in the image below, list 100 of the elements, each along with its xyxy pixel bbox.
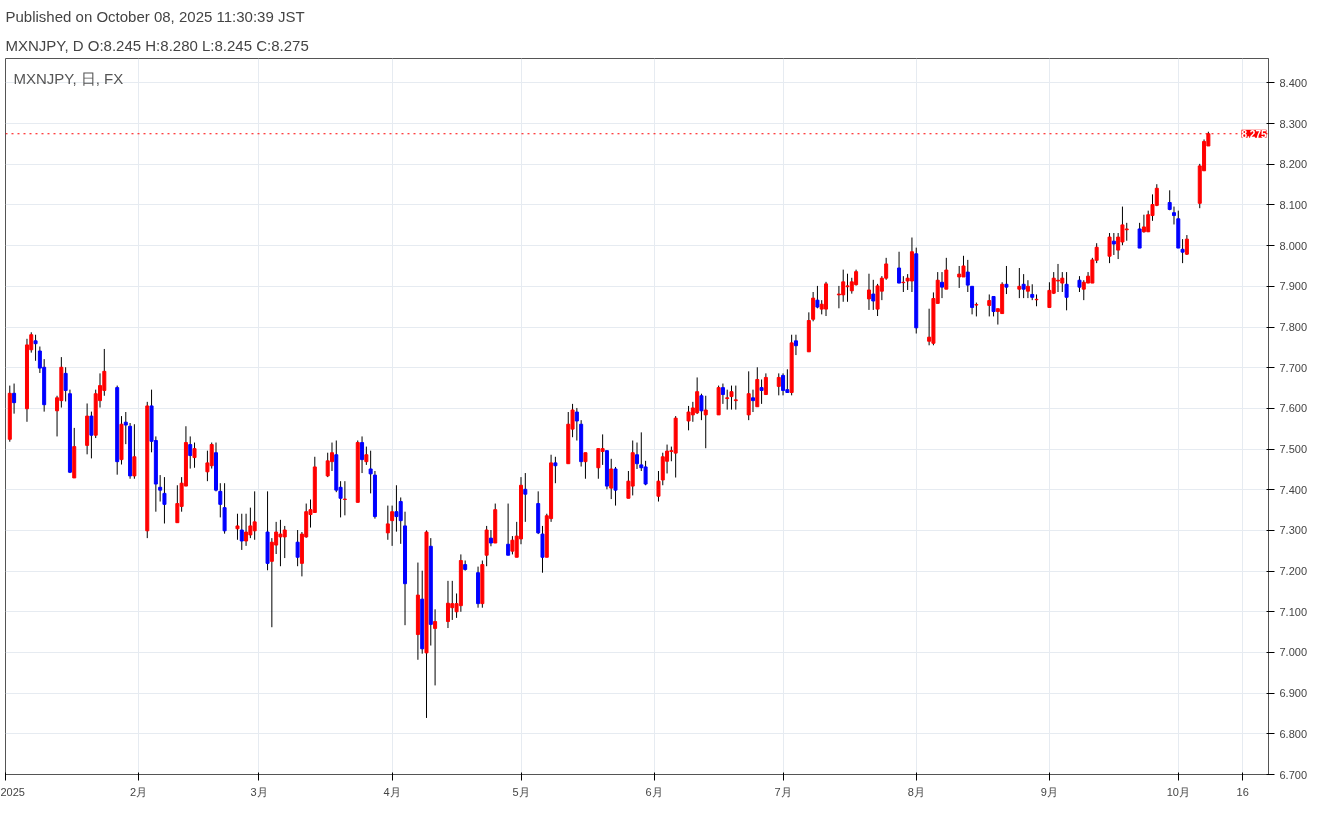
candlestick xyxy=(63,366,68,402)
x-tick-label: 7月 xyxy=(774,785,792,798)
y-tick-label: 6.900 xyxy=(1279,687,1308,700)
candlestick xyxy=(957,265,962,289)
y-tick-label: 8.100 xyxy=(1279,198,1308,211)
y-tick-label: 7.500 xyxy=(1279,443,1308,456)
y-tick-label: 6.700 xyxy=(1279,768,1308,781)
candlestick xyxy=(278,519,283,567)
candlestick xyxy=(1017,267,1022,299)
candlestick xyxy=(282,525,287,559)
candlestick xyxy=(759,378,764,405)
candlestick xyxy=(729,385,734,411)
y-tick-label: 8.000 xyxy=(1279,239,1308,252)
candlestick xyxy=(175,484,180,524)
candlestick xyxy=(1111,232,1116,256)
x-tick-label: 2025 xyxy=(0,785,25,798)
candlestick xyxy=(596,448,601,480)
y-tick-label: 8.200 xyxy=(1279,158,1308,171)
chart-subtitle: MXNJPY, D O:8.245 H:8.280 L:8.245 C:8.275 xyxy=(5,36,309,54)
candlestick xyxy=(750,389,755,413)
candlestick xyxy=(845,273,850,303)
y-tick-label: 8.300 xyxy=(1279,117,1308,130)
candlestick xyxy=(252,490,257,541)
x-tick-label: 8月 xyxy=(907,785,925,798)
candlestick xyxy=(360,435,365,474)
candlestick xyxy=(1141,214,1146,234)
candlestick xyxy=(686,405,691,431)
candlestick xyxy=(394,484,399,533)
candlestick xyxy=(12,383,17,415)
candlestick xyxy=(635,442,639,470)
candlestick xyxy=(703,395,708,449)
y-tick-label: 7.800 xyxy=(1279,321,1308,333)
candlestick xyxy=(793,334,798,356)
candlestick xyxy=(1184,234,1189,256)
candlestick xyxy=(836,285,841,309)
x-tick-label: 16 xyxy=(1236,785,1249,798)
candlestick xyxy=(583,452,588,480)
y-tick-label: 7.100 xyxy=(1279,605,1308,618)
candlestick xyxy=(222,482,227,535)
candlestick xyxy=(600,433,605,466)
y-tick-label: 7.600 xyxy=(1279,402,1308,415)
candlestick xyxy=(450,580,455,621)
candlestick xyxy=(1056,263,1060,293)
y-tick-label: 7.900 xyxy=(1279,280,1308,293)
x-tick-label: 2月 xyxy=(130,785,148,798)
candlestick xyxy=(695,376,700,415)
candlestick xyxy=(209,442,214,470)
candlestick xyxy=(940,271,945,299)
y-tick-label: 8.400 xyxy=(1279,76,1308,89)
candlestick xyxy=(523,472,528,523)
candlestick xyxy=(866,273,871,311)
candlestick xyxy=(162,476,167,524)
candlestick xyxy=(1004,265,1009,295)
candlestick xyxy=(897,251,902,284)
candlestick xyxy=(433,608,438,686)
x-tick-label: 9月 xyxy=(1040,785,1058,798)
candlestick xyxy=(609,458,614,500)
candlestick xyxy=(488,529,493,547)
x-tick-label: 5月 xyxy=(512,785,530,798)
candlestick xyxy=(763,372,768,396)
x-tick-label: 3月 xyxy=(250,785,268,798)
x-tick-label: 10月 xyxy=(1166,785,1190,798)
y-tick-label: 7.300 xyxy=(1279,524,1308,537)
candlestick xyxy=(720,383,725,405)
candlestick xyxy=(1180,238,1185,264)
candlestick xyxy=(1107,232,1112,264)
candlestick xyxy=(991,295,996,317)
candlestick xyxy=(89,411,94,459)
y-tick-label: 7.000 xyxy=(1279,646,1308,659)
candlestick xyxy=(733,385,738,411)
candlestick xyxy=(239,513,244,551)
candlestick xyxy=(1081,279,1086,301)
candlestick xyxy=(188,435,193,470)
candlestick xyxy=(506,503,511,556)
candlestick xyxy=(132,423,137,480)
candlestick xyxy=(33,334,38,362)
candlestick xyxy=(244,513,249,547)
candlestick xyxy=(901,275,906,293)
candlestick xyxy=(390,505,395,547)
candlestick xyxy=(445,580,450,629)
candlestick xyxy=(776,372,781,396)
candlestick xyxy=(785,368,790,393)
candlestick xyxy=(295,529,300,567)
annotation: MXNJPY, 日, FX xyxy=(13,69,124,87)
y-tick-label: 6.800 xyxy=(1279,727,1308,740)
y-tick-label: 7.400 xyxy=(1279,483,1308,496)
candlestick xyxy=(987,293,992,317)
candlestick xyxy=(1025,279,1030,299)
candlestick xyxy=(342,480,347,516)
ref-line-label: 8.275 xyxy=(1241,128,1267,140)
y-tick-label: 7.700 xyxy=(1279,361,1308,374)
candlestick xyxy=(1047,281,1052,308)
candlestick xyxy=(746,370,751,421)
y-tick-label: 7.200 xyxy=(1279,565,1308,578)
candlestick xyxy=(553,456,558,484)
candlestick xyxy=(965,259,970,293)
chart-title: Published on October 08, 2025 11:30:39 JST xyxy=(5,7,305,25)
x-tick-label: 4月 xyxy=(383,785,401,798)
candlestick xyxy=(781,372,786,396)
candlestick xyxy=(1064,271,1069,311)
